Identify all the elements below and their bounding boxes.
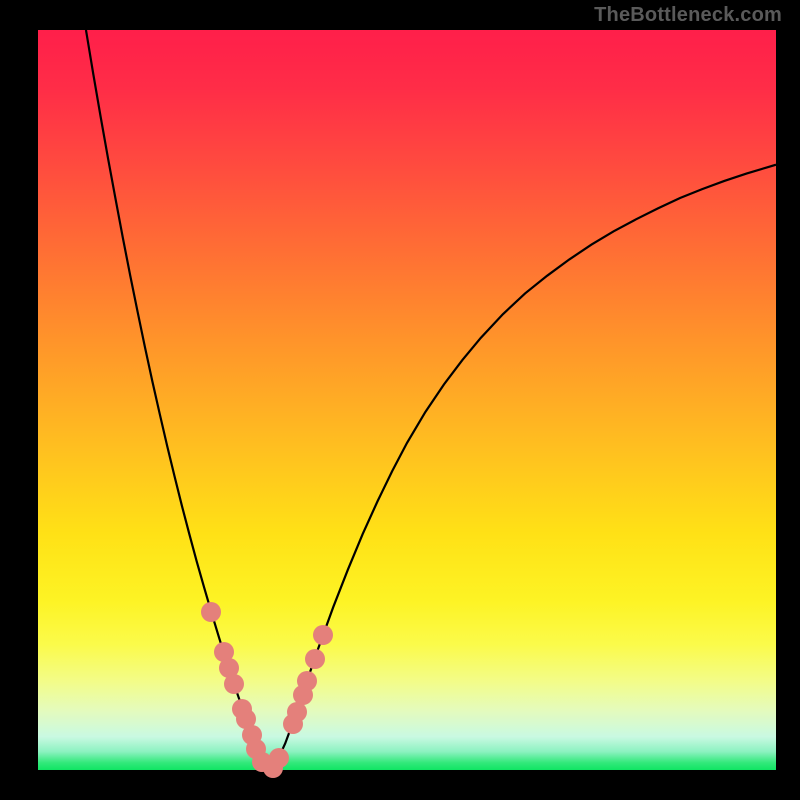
plot-area [38, 30, 776, 770]
curves-layer [38, 30, 776, 770]
scatter-point [201, 602, 221, 622]
left-curve [86, 30, 267, 769]
scatter-point [313, 625, 333, 645]
scatter-point [224, 674, 244, 694]
scatter-point [305, 649, 325, 669]
figure-root: TheBottleneck.com [0, 0, 800, 800]
watermark-text: TheBottleneck.com [594, 4, 782, 27]
scatter-point [287, 702, 307, 722]
right-curve [267, 165, 776, 770]
scatter-point [269, 748, 289, 768]
scatter-point [297, 671, 317, 691]
